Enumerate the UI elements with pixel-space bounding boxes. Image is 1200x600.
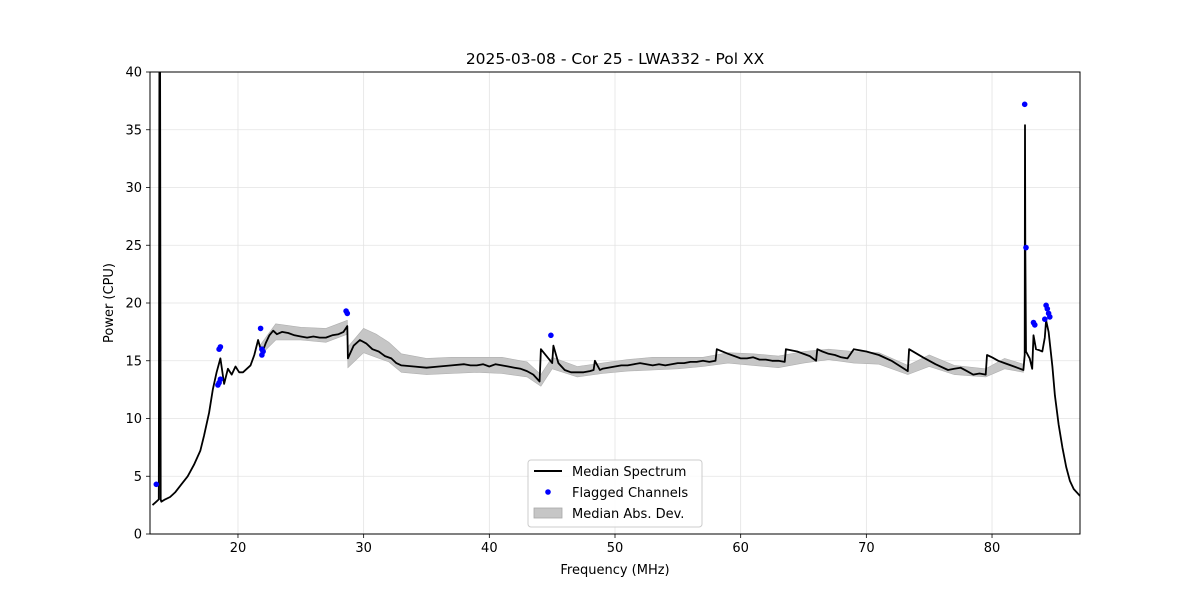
median-line-layer bbox=[151, 72, 1080, 506]
mad-band bbox=[260, 319, 1024, 387]
y-tick-label: 5 bbox=[134, 470, 142, 485]
legend-label-median: Median Spectrum bbox=[572, 465, 686, 480]
y-axis-ticks: 0 5 10 15 20 25 30 35 40 bbox=[125, 66, 150, 543]
legend-box bbox=[527, 459, 703, 528]
legend-label-flagged: Flagged Channels bbox=[572, 486, 688, 501]
legend: Median Spectrum Flagged Channels Median … bbox=[527, 459, 703, 528]
x-tick-label: 60 bbox=[732, 541, 749, 556]
x-tick-label: 20 bbox=[230, 541, 247, 556]
chart-title: 2025-03-08 - Cor 25 - LWA332 - Pol XX bbox=[466, 50, 765, 68]
y-tick-label: 35 bbox=[125, 123, 142, 138]
y-axis-label: Power (CPU) bbox=[102, 263, 117, 343]
flagged-channel-point bbox=[1023, 244, 1029, 251]
flagged-channel-point bbox=[1047, 314, 1053, 320]
flagged-channel-point bbox=[1032, 322, 1038, 328]
flagged-channel-point bbox=[548, 332, 554, 339]
y-tick-label: 30 bbox=[125, 181, 142, 196]
flagged-points-layer bbox=[153, 101, 1053, 488]
flagged-channel-point bbox=[153, 481, 160, 488]
flagged-channel-point bbox=[259, 346, 265, 353]
legend-point-swatch bbox=[545, 489, 551, 495]
x-tick-label: 30 bbox=[355, 541, 372, 556]
flagged-channel-point bbox=[1021, 101, 1028, 108]
x-tick-label: 80 bbox=[984, 541, 1001, 556]
y-tick-label: 10 bbox=[125, 412, 142, 427]
x-tick-label: 40 bbox=[481, 541, 498, 556]
flagged-channel-point bbox=[217, 344, 224, 350]
flagged-channel-point bbox=[257, 325, 264, 332]
mad-band-layer bbox=[260, 319, 1024, 387]
x-tick-label: 50 bbox=[607, 541, 624, 556]
y-tick-label: 20 bbox=[125, 297, 142, 312]
y-tick-label: 15 bbox=[125, 354, 142, 369]
x-axis-label: Frequency (MHz) bbox=[560, 563, 669, 578]
x-axis-ticks: 20 30 40 50 60 70 80 bbox=[230, 534, 1001, 556]
flagged-channel-point bbox=[1042, 316, 1048, 323]
flagged-channel-point bbox=[1044, 306, 1051, 312]
median-spectrum-line bbox=[151, 72, 1080, 506]
flagged-channel-point bbox=[217, 376, 224, 383]
legend-label-mad: Median Abs. Dev. bbox=[572, 507, 684, 522]
x-tick-label: 70 bbox=[858, 541, 875, 556]
flagged-channel-point bbox=[344, 310, 351, 317]
legend-band-swatch bbox=[533, 507, 563, 519]
y-tick-label: 0 bbox=[134, 528, 142, 543]
y-tick-label: 25 bbox=[125, 239, 142, 254]
y-tick-label: 40 bbox=[125, 66, 142, 81]
